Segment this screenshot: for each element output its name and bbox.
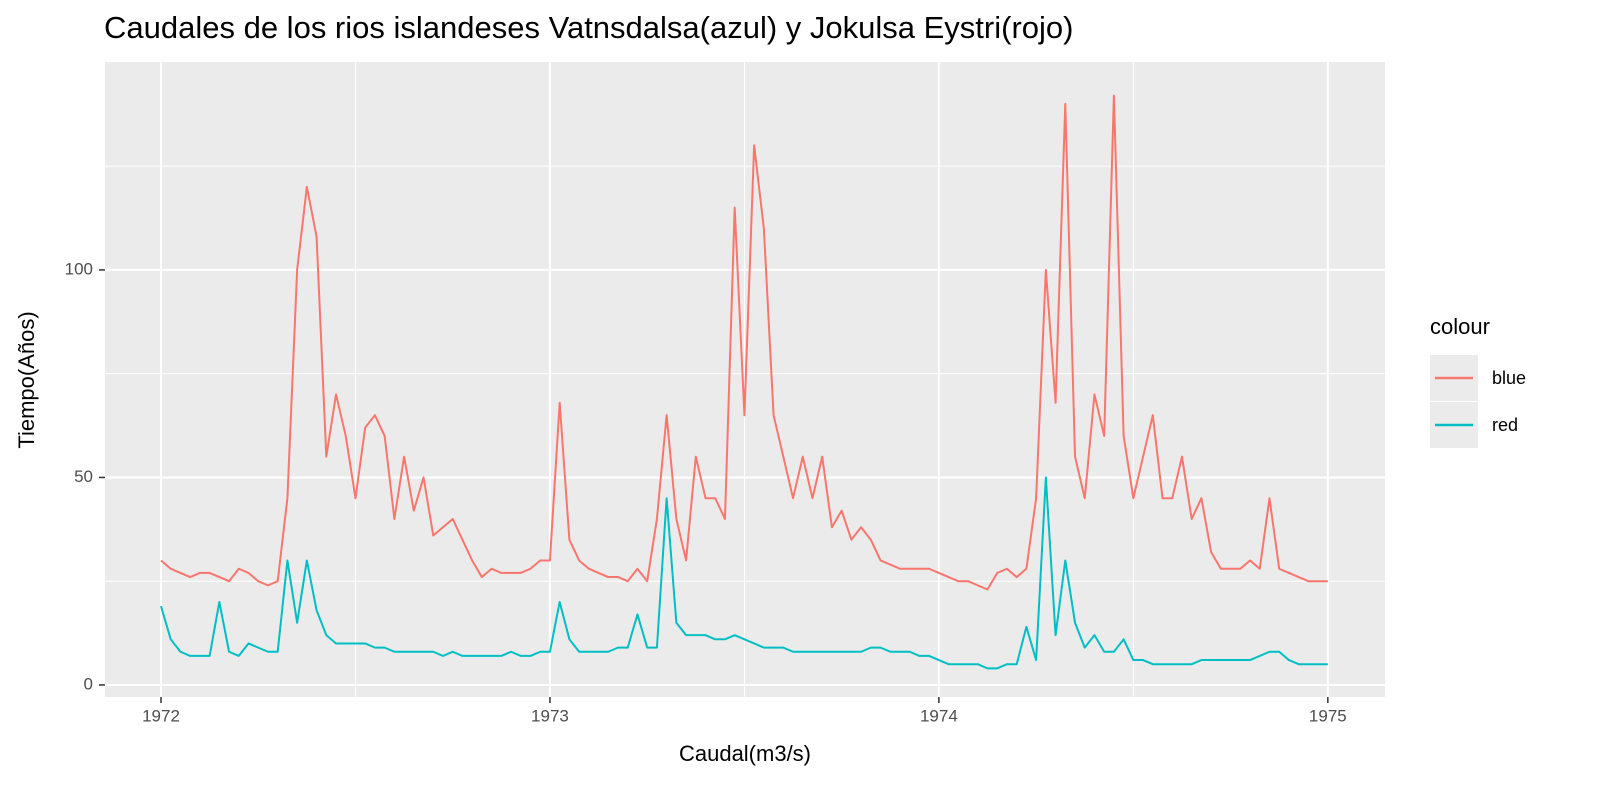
x-tick-label: 1973 [531,706,569,725]
series-line [160,94,1328,591]
y-tick-label: 0 [84,674,93,693]
lines [160,94,1328,670]
chart-title: Caudales de los rios islandeses Vatnsdal… [104,10,1073,45]
grid [105,62,1385,697]
x-tick-label: 1972 [142,706,180,725]
x-tick-label: 1974 [920,706,958,725]
legend: colour blue red [1430,314,1526,448]
x-axis-title: Caudal(m3/s) [679,741,811,766]
x-tick-label: 1975 [1309,706,1347,725]
y-axis-title: Tiempo(Años) [14,311,39,448]
series-line [160,476,1328,670]
legend-title: colour [1430,314,1490,339]
y-tick-label: 50 [74,467,93,486]
legend-label: red [1492,415,1518,435]
y-tick-label: 100 [65,259,93,278]
legend-label: blue [1492,368,1526,388]
